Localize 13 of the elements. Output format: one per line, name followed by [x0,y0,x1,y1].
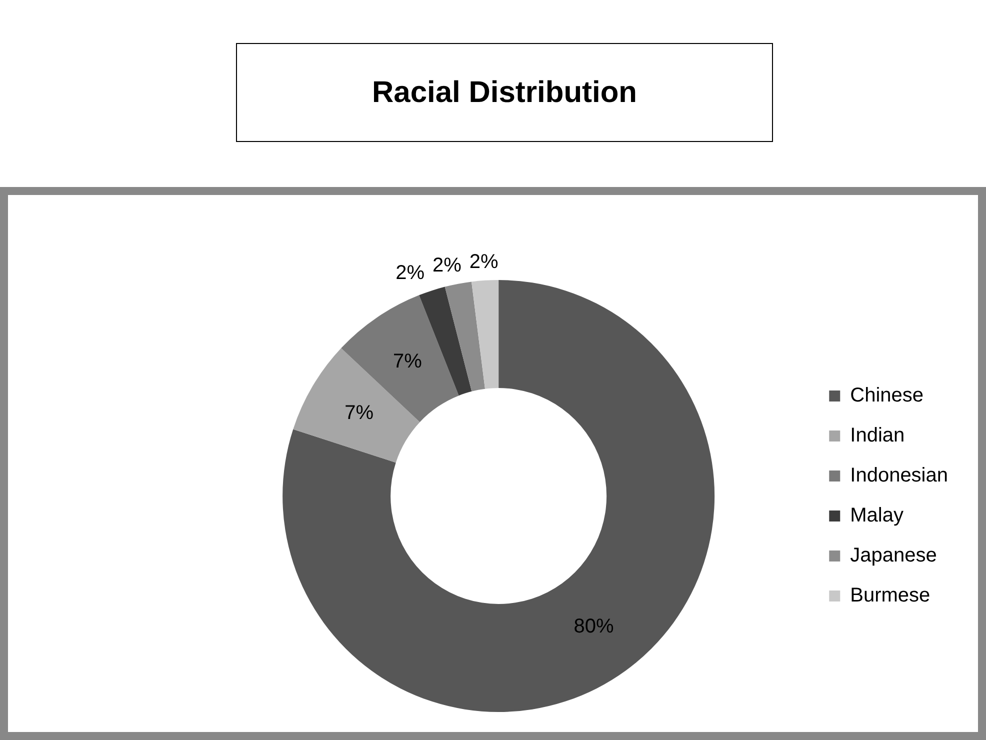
legend-label: Japanese [850,544,937,567]
data-label: 2% [396,262,425,284]
data-label: 2% [469,250,499,273]
data-label: 80% [574,616,614,638]
legend-label: Indian [850,424,905,447]
legend-label: Malay [850,504,904,527]
chart-title: Racial Distribution [236,43,773,142]
data-label: 2% [432,254,462,277]
data-label: 7% [393,350,422,373]
legend-label: Chinese [850,384,924,407]
legend-label: Burmese [850,584,930,607]
legend-label: Indonesian [850,464,948,487]
data-label: 7% [344,402,374,424]
